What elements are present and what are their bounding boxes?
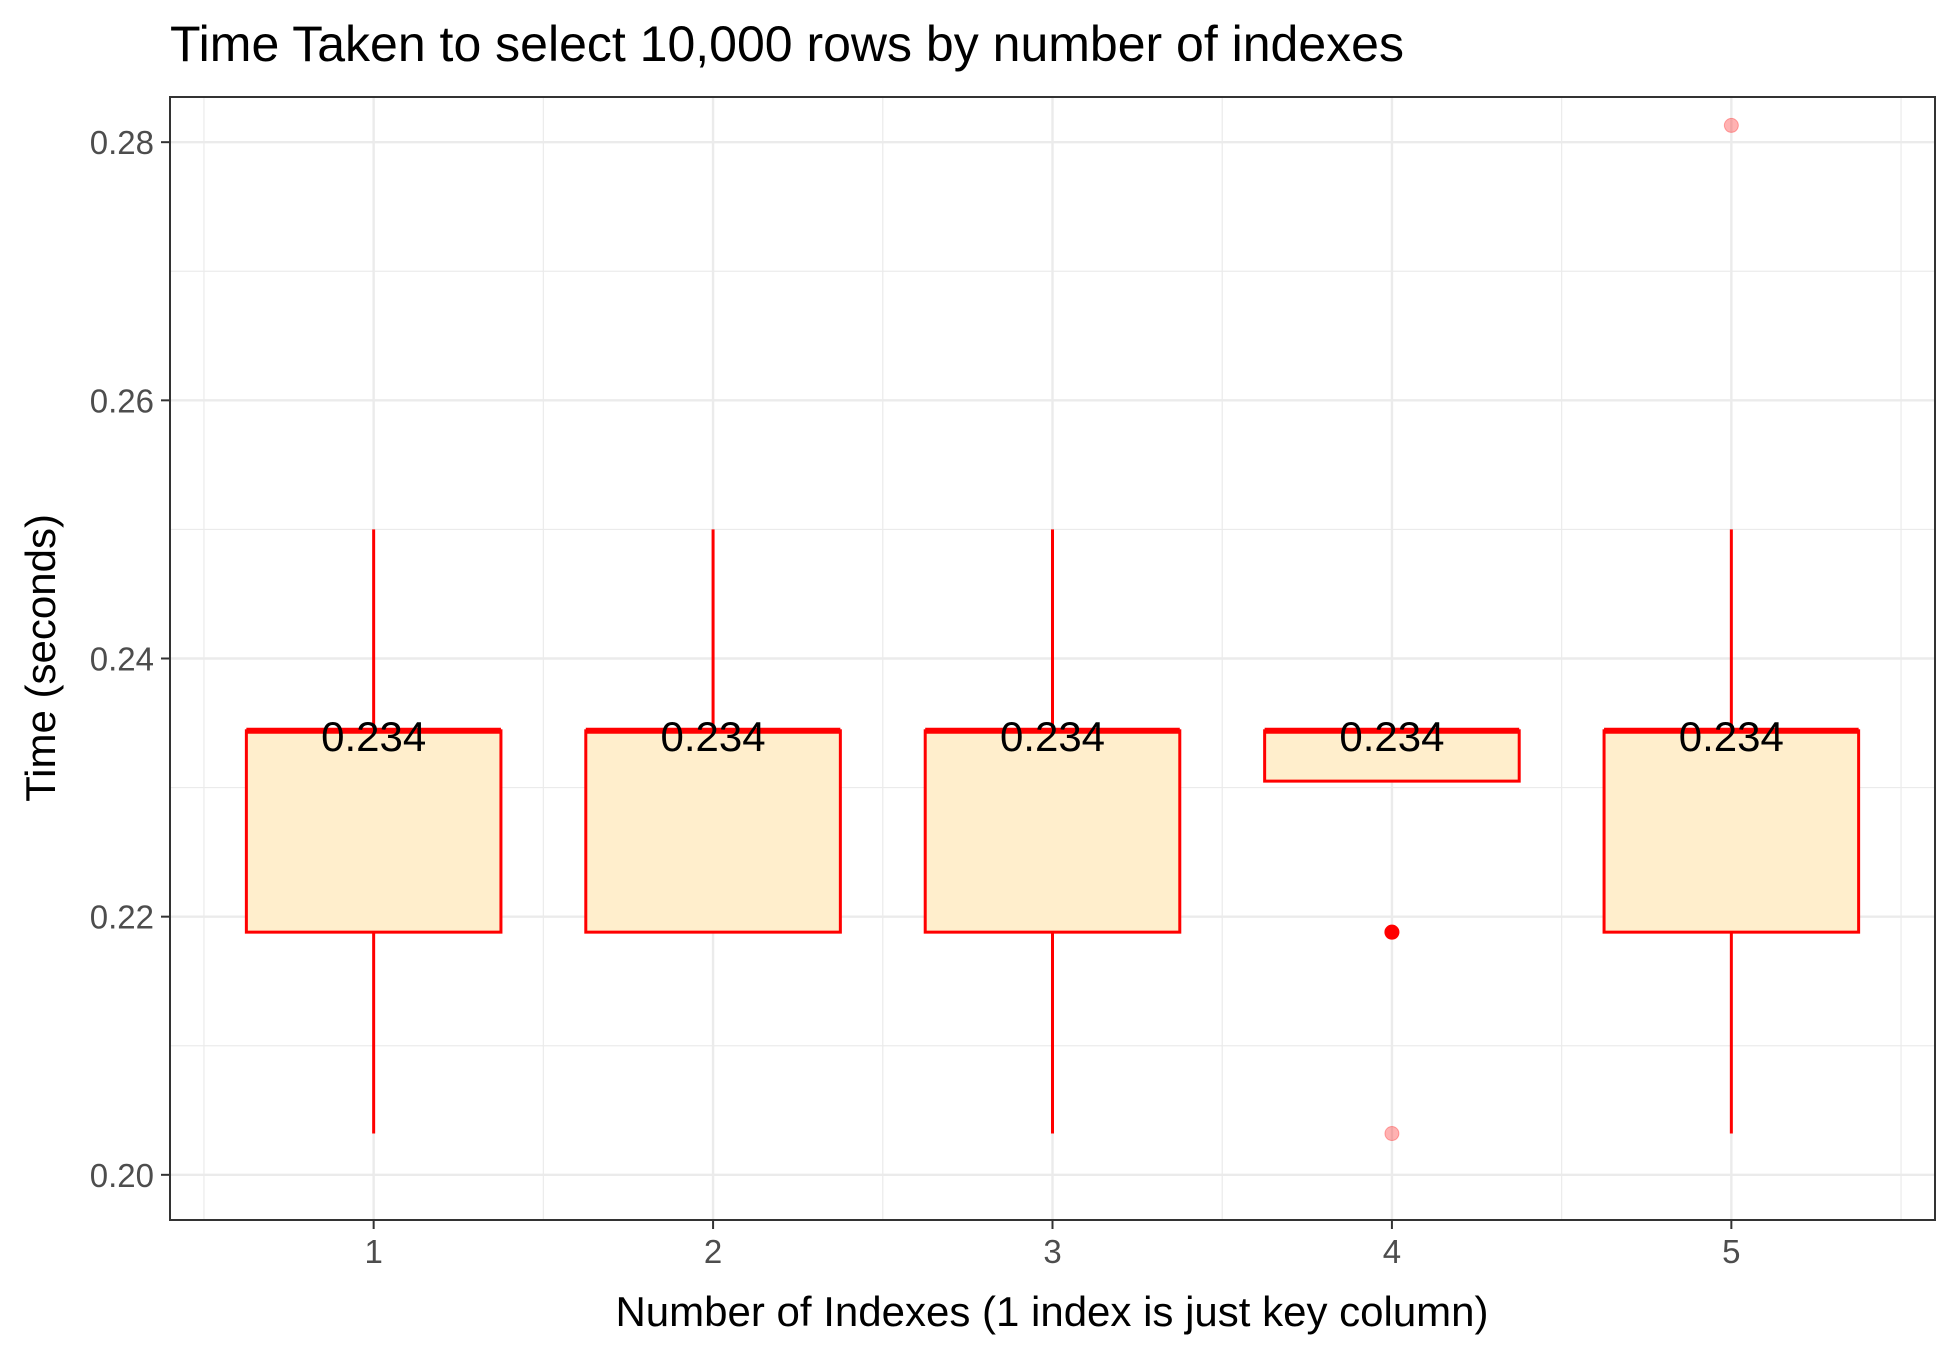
x-tick-label: 4: [1383, 1233, 1401, 1270]
box-group-4: [1263, 727, 1521, 783]
box-group-1: [244, 529, 503, 1134]
y-tick-label: 0.26: [90, 382, 154, 419]
x-tick-label: 1: [364, 1233, 382, 1270]
outlier-point: [1723, 117, 1739, 133]
box-iqr: [1602, 729, 1861, 934]
median-label: 0.234: [321, 713, 426, 760]
y-tick-label: 0.22: [90, 899, 154, 936]
y-axis-title: Time (seconds): [17, 514, 64, 802]
y-tick-label: 0.24: [90, 641, 154, 678]
x-tick-label: 3: [1043, 1233, 1061, 1270]
axes: 0.20 0.22 0.24 0.26 0.28 1 2 3 4 5: [90, 124, 1741, 1270]
box-group-3: [923, 529, 1182, 1134]
x-tick-label: 5: [1722, 1233, 1740, 1270]
x-axis-title: Number of Indexes (1 index is just key c…: [615, 1288, 1488, 1335]
y-tick-label: 0.28: [90, 124, 154, 161]
box-group-2: [584, 529, 842, 934]
box-group-5: [1602, 529, 1861, 1134]
median-label: 0.234: [1000, 713, 1105, 760]
outlier-points: [1384, 117, 1739, 1142]
boxes: [244, 529, 1861, 1134]
median-labels: 0.234 0.234 0.234 0.234 0.234: [321, 713, 1784, 760]
x-tick-label: 2: [704, 1233, 722, 1270]
median-label: 0.234: [661, 713, 766, 760]
outlier-point: [1384, 1126, 1400, 1142]
chart-title: Time Taken to select 10,000 rows by numb…: [170, 16, 1404, 72]
median-label: 0.234: [1339, 713, 1444, 760]
box-iqr: [923, 729, 1182, 934]
median-label: 0.234: [1679, 713, 1784, 760]
box-iqr: [584, 729, 842, 934]
box-iqr: [244, 729, 503, 934]
outlier-point-dense: [1384, 924, 1400, 940]
y-tick-label: 0.20: [90, 1157, 154, 1194]
